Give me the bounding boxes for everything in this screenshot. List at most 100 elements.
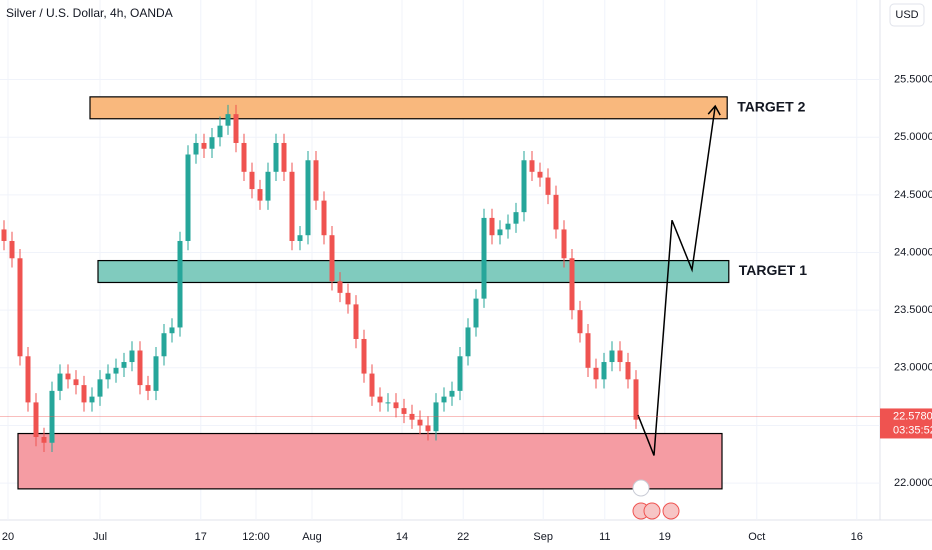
candle-body	[9, 240, 15, 259]
candle-body	[433, 402, 439, 432]
candle-body	[385, 402, 391, 404]
chart-title: Silver / U.S. Dollar, 4h, OANDA	[6, 6, 173, 20]
candle-body	[321, 200, 327, 236]
candle-body	[537, 171, 543, 178]
y-tick-label: 25.50000	[894, 73, 932, 85]
event-icons	[632, 479, 680, 520]
candle-body	[25, 356, 31, 403]
candle-body	[417, 419, 423, 426]
countdown: 03:35:52	[893, 424, 932, 436]
candle-body	[89, 396, 95, 403]
candles	[1, 104, 639, 452]
candle-body	[329, 235, 335, 282]
currency-label[interactable]: USD	[895, 9, 918, 21]
candle-body	[257, 189, 263, 201]
candle-body	[145, 385, 151, 391]
candle-body	[609, 350, 615, 363]
candle-body	[377, 396, 383, 403]
y-tick-label: 22.00000	[894, 477, 932, 489]
candle-body	[177, 240, 183, 328]
event-icon[interactable]	[643, 502, 661, 520]
candle-body	[185, 154, 191, 241]
candle-body	[449, 390, 455, 397]
candle-body	[513, 212, 519, 224]
candle-body	[593, 367, 599, 380]
candle-body	[585, 333, 591, 368]
candle-body	[113, 367, 119, 374]
candle-body	[17, 258, 23, 357]
candle-body	[193, 142, 199, 155]
candle-body	[625, 362, 631, 380]
zone-label: TARGET 1	[739, 262, 807, 278]
x-tick-label: 17	[195, 531, 207, 543]
x-tick-label: Aug	[302, 531, 322, 543]
y-tick-label: 24.00000	[894, 246, 932, 258]
candle-body	[217, 125, 223, 138]
x-tick-label: Sep	[533, 531, 553, 543]
candle-body	[49, 390, 55, 443]
candle-body	[425, 425, 431, 432]
candle-body	[369, 373, 375, 397]
y-tick-label: 23.00000	[894, 362, 932, 374]
candle-body	[65, 373, 71, 380]
candle-body	[305, 160, 311, 236]
candle-body	[505, 223, 511, 230]
candle-body	[97, 379, 103, 397]
candle-body	[497, 229, 503, 236]
x-tick-label: 22	[457, 531, 469, 543]
candle-body	[129, 350, 135, 363]
candle-body	[441, 396, 447, 403]
candle-body	[577, 310, 583, 334]
candle-body	[289, 171, 295, 241]
y-tick-label: 23.50000	[894, 304, 932, 316]
x-tick-label: Jul	[93, 531, 107, 543]
y-tick-label: 25.00000	[894, 131, 932, 143]
event-icon[interactable]	[662, 502, 680, 520]
x-tick-label: 19	[659, 531, 671, 543]
candle-body	[81, 385, 87, 403]
projection-path	[637, 105, 716, 456]
candle-body	[529, 160, 535, 172]
candle-body	[561, 229, 567, 259]
candle-body	[457, 356, 463, 391]
candle-body	[281, 142, 287, 172]
candle-body	[553, 194, 559, 230]
candle-body	[41, 436, 47, 443]
candle-body	[489, 217, 495, 236]
arrow-head	[707, 104, 721, 116]
candle-body	[249, 171, 255, 190]
candle-body	[545, 177, 551, 195]
candle-body	[337, 281, 343, 293]
candle-body	[633, 379, 639, 420]
candle-body	[209, 137, 215, 149]
candle-body	[393, 402, 399, 409]
candle-body	[617, 350, 623, 363]
candle-body	[73, 379, 79, 386]
candle-body	[521, 160, 527, 213]
event-icon[interactable]	[632, 479, 650, 497]
x-tick-label: 20	[2, 531, 14, 543]
candle-body	[241, 142, 247, 172]
zone	[17, 432, 723, 490]
candle-body	[273, 142, 279, 172]
currency-button[interactable]	[889, 3, 925, 27]
candle-body	[201, 142, 207, 149]
zone	[89, 96, 728, 120]
candle-body	[225, 114, 231, 126]
candle-body	[401, 408, 407, 414]
candle-body	[265, 171, 271, 201]
candle-body	[481, 217, 487, 299]
candle-body	[105, 373, 111, 380]
x-tick-label: 16	[851, 531, 863, 543]
last-price-box	[880, 408, 932, 439]
candle-body	[297, 235, 303, 241]
candle-body	[601, 362, 607, 380]
candle-body	[345, 292, 351, 305]
candle-body	[465, 327, 471, 357]
x-tick-label: 12:00	[242, 531, 270, 543]
candle-body	[1, 229, 7, 241]
candle-body	[233, 114, 239, 143]
candle-body	[353, 304, 359, 339]
